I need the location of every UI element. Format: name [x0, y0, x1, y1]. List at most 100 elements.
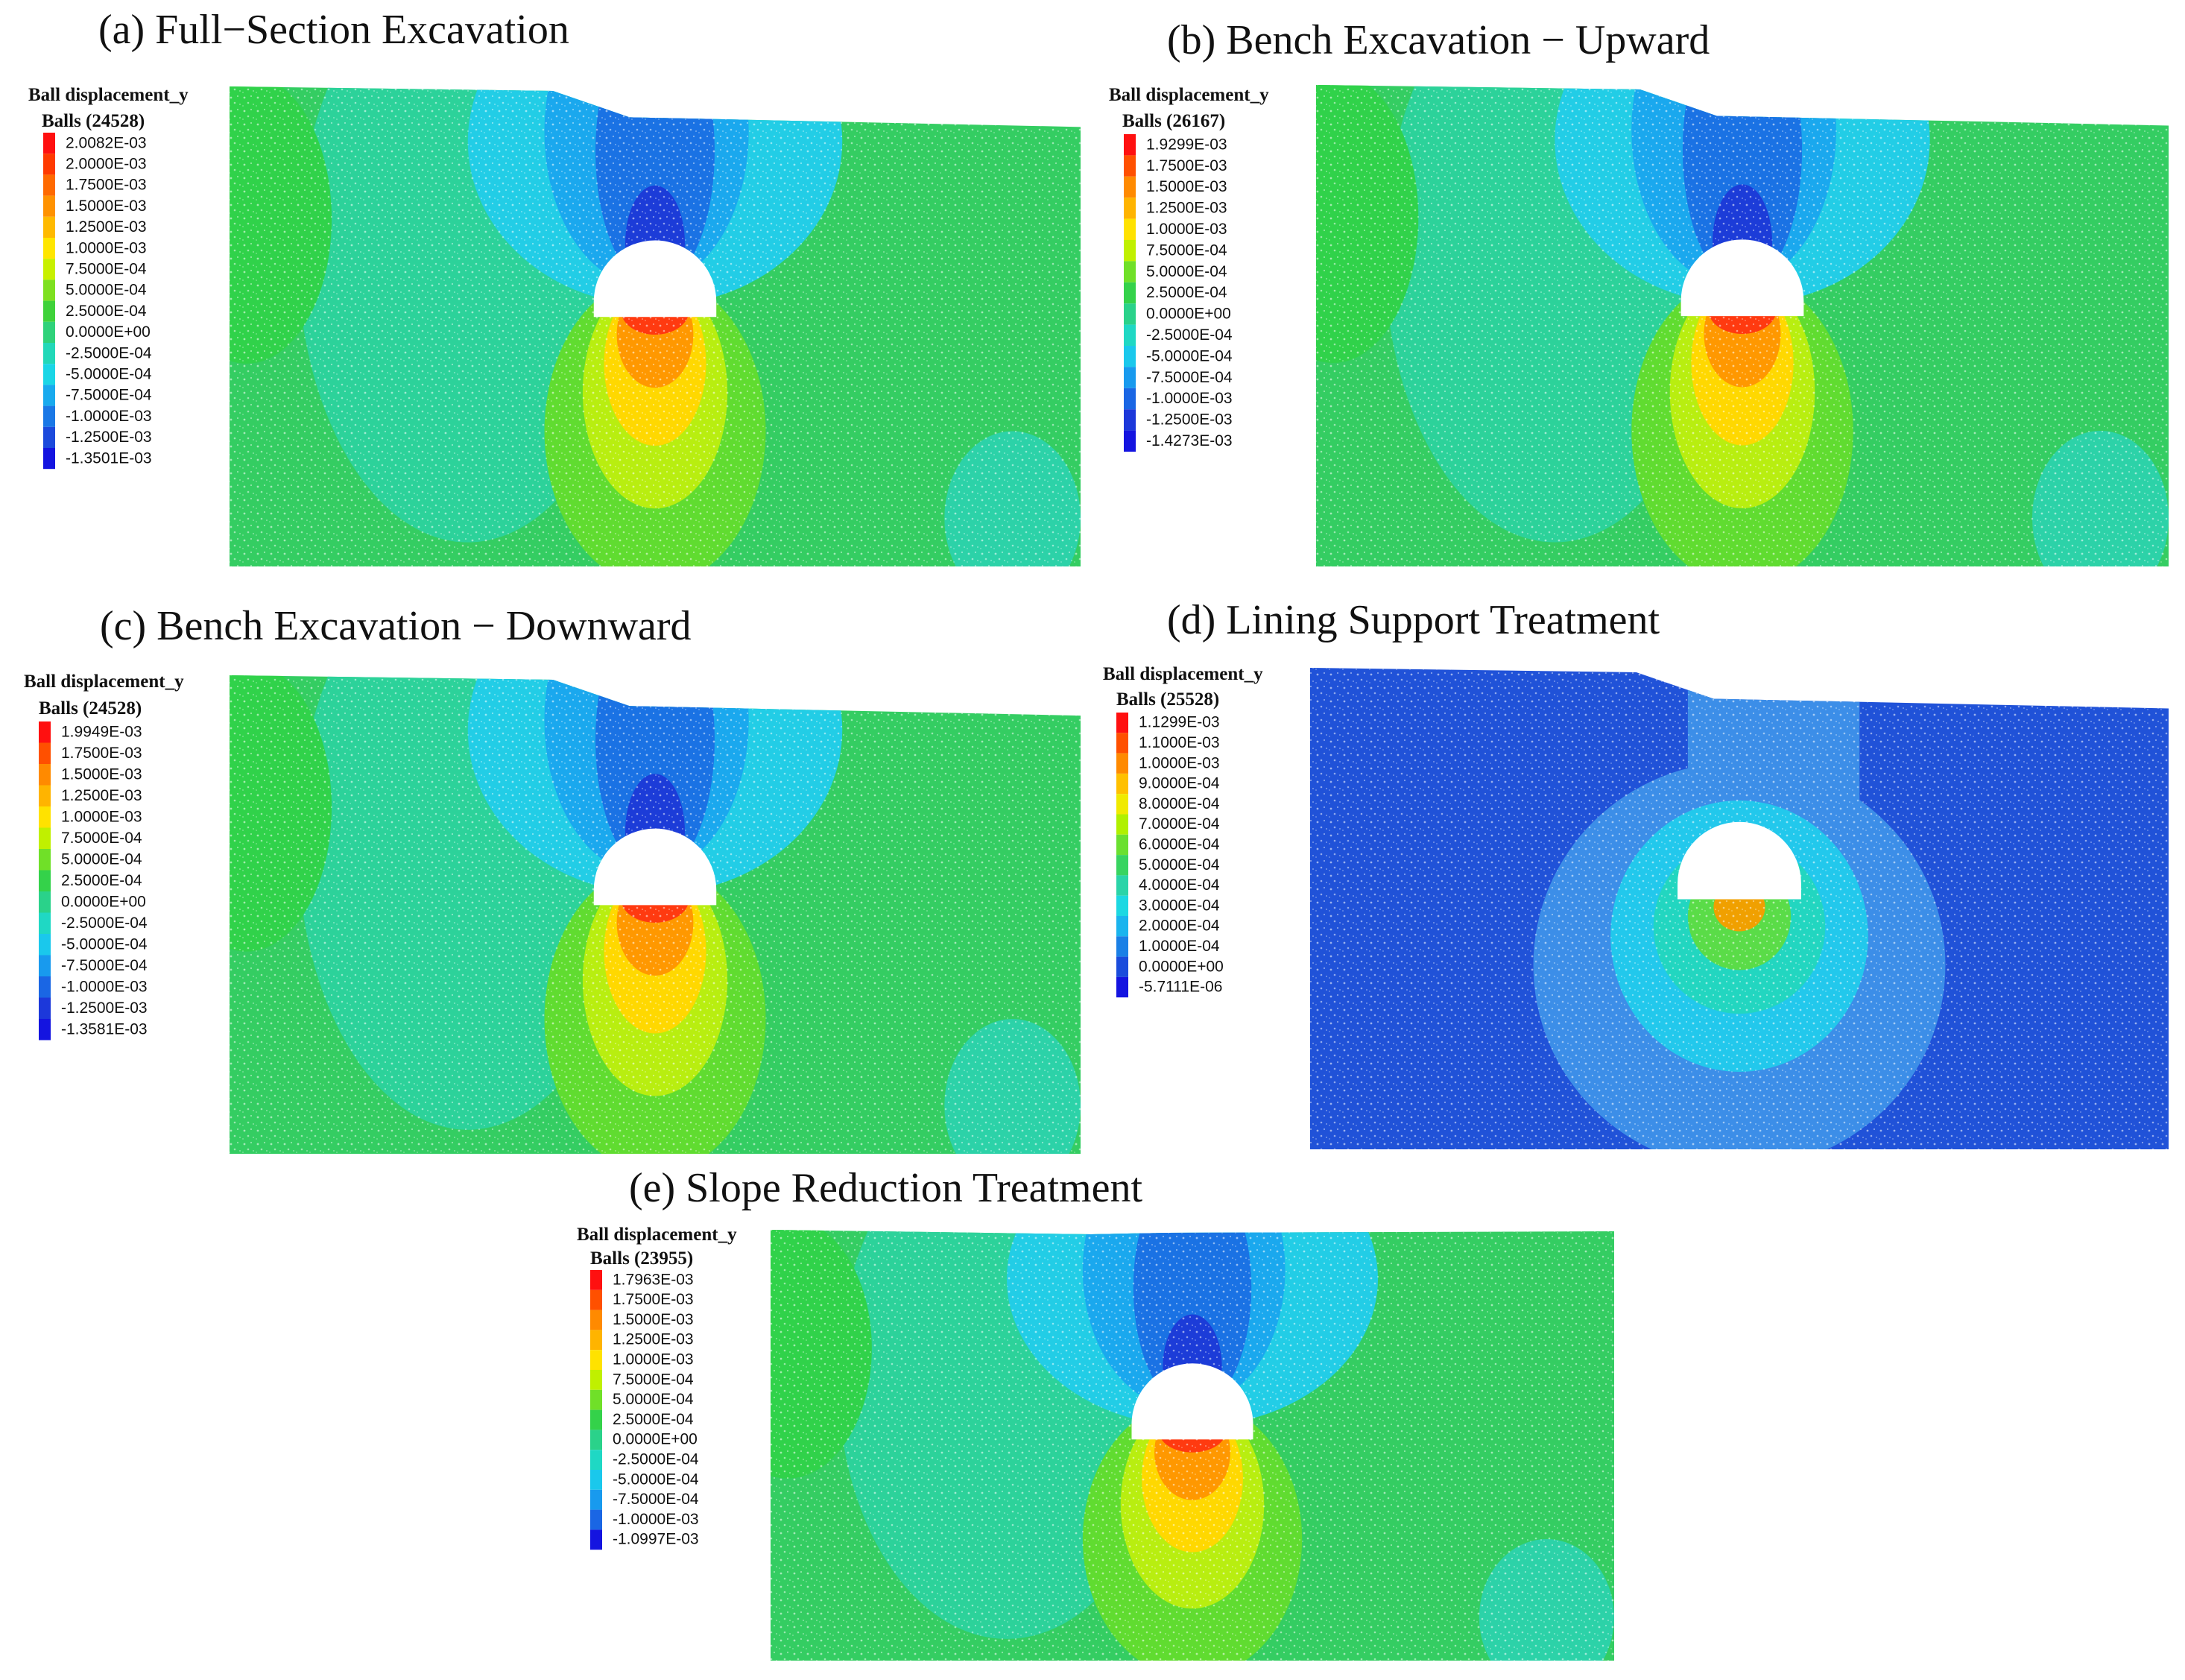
legend-swatch: [43, 280, 55, 301]
legend-swatch: [43, 174, 55, 196]
legend-swatch: [43, 216, 55, 238]
legend-label: -1.3581E-03: [61, 1021, 148, 1038]
legend-swatch: [590, 1289, 602, 1310]
contour-field: [230, 86, 1081, 566]
legend-swatch: [39, 891, 51, 913]
panel-e-legend: Ball displacement_y Balls (23955) 1.7963…: [577, 1225, 737, 1550]
legend-label: 7.0000E-04: [1139, 815, 1220, 833]
legend-label: -1.2500E-03: [66, 429, 152, 446]
particle-texture: [771, 1230, 1614, 1661]
panel-e-plot: [771, 1230, 1614, 1661]
panel-b-legend-items: 1.9299E-03 1.7500E-03 1.5000E-03 1.2500E-03…: [1124, 134, 1233, 452]
legend-label: 1.0000E-03: [66, 239, 147, 256]
legend-swatch: [1116, 834, 1128, 856]
legend-label: -1.0997E-03: [613, 1531, 699, 1548]
legend-swatch: [590, 1409, 602, 1430]
panel-e-title: (e) Slope Reduction Treatment: [629, 1165, 1142, 1211]
tunnel-opening: [1678, 821, 1801, 900]
legend-label: 7.5000E-04: [1146, 241, 1227, 259]
legend-label: 2.0000E-04: [1139, 918, 1220, 935]
legend-swatch: [1124, 388, 1136, 410]
legend-label: 1.5000E-03: [66, 198, 147, 215]
legend-swatch: [43, 364, 55, 385]
legend-swatch: [39, 764, 51, 786]
legend-swatch: [1116, 753, 1128, 774]
tunnel-opening: [1680, 239, 1804, 317]
panel-c-plot: [230, 675, 1081, 1154]
panel-a-legend-subtitle: Balls (24528): [42, 111, 145, 131]
legend-swatch: [43, 405, 55, 427]
legend-label: -1.4273E-03: [1146, 432, 1233, 449]
legend-label: 1.7500E-03: [61, 745, 142, 762]
legend-label: -7.5000E-04: [1146, 369, 1233, 386]
legend-label: -7.5000E-04: [61, 957, 148, 974]
legend-label: 1.2500E-03: [66, 218, 147, 236]
panel-d-plot: [1310, 668, 2169, 1149]
legend-swatch: [39, 827, 51, 849]
legend-swatch: [590, 1489, 602, 1510]
legend-swatch: [39, 870, 51, 891]
legend-label: 0.0000E+00: [613, 1431, 698, 1448]
particle-texture: [1310, 668, 2169, 1149]
legend-label: 0.0000E+00: [1139, 958, 1224, 975]
legend-swatch: [43, 238, 55, 259]
panel-e-legend-title: Ball displacement_y: [577, 1225, 737, 1245]
legend-swatch: [590, 1310, 602, 1330]
legend-swatch: [1124, 430, 1136, 452]
legend-swatch: [39, 742, 51, 764]
legend-swatch: [1124, 218, 1136, 240]
legend-label: -1.0000E-03: [1146, 390, 1233, 407]
panel-e: (e) Slope Reduction Treatment Ball displ…: [577, 1165, 1614, 1661]
panel-b: (b) Bench Excavation − Upward Ball displ…: [1109, 17, 2169, 566]
panel-b-legend-title: Ball displacement_y: [1109, 85, 1269, 105]
legend-swatch: [590, 1330, 602, 1351]
legend-label: -1.2500E-03: [61, 1000, 148, 1017]
legend-swatch: [39, 806, 51, 828]
legend-label: 5.0000E-04: [66, 282, 147, 299]
panel-c-title: (c) Bench Excavation − Downward: [100, 603, 692, 649]
panel-d-title: (d) Lining Support Treatment: [1167, 597, 1660, 643]
legend-label: -1.0000E-03: [613, 1511, 699, 1528]
legend-label: 0.0000E+00: [61, 894, 146, 911]
legend-swatch: [39, 912, 51, 934]
legend-label: 5.0000E-04: [613, 1391, 694, 1408]
legend-swatch: [1124, 134, 1136, 156]
legend-swatch: [43, 195, 55, 217]
legend-label: 1.9299E-03: [1146, 136, 1227, 153]
legend-swatch: [1124, 409, 1136, 431]
panel-c-legend-title: Ball displacement_y: [24, 672, 184, 692]
panel-c-legend: Ball displacement_y Balls (24528) 1.9949…: [24, 672, 184, 1040]
particle-texture: [230, 86, 1081, 566]
legend-label: 1.1000E-03: [1139, 734, 1220, 751]
legend-swatch: [1116, 936, 1128, 957]
legend-swatch: [1124, 303, 1136, 325]
panel-b-plot: [1316, 85, 2169, 566]
legend-label: -7.5000E-04: [66, 387, 152, 404]
legend-swatch: [39, 955, 51, 976]
legend-label: 1.7500E-03: [613, 1291, 694, 1308]
legend-swatch: [43, 426, 55, 448]
particle-texture: [230, 675, 1081, 1154]
legend-swatch: [1116, 916, 1128, 937]
legend-label: 1.9949E-03: [61, 724, 142, 741]
legend-swatch: [1124, 155, 1136, 177]
legend-label: -1.3501E-03: [66, 449, 152, 467]
legend-label: 2.5000E-04: [1146, 284, 1227, 301]
legend-label: -1.2500E-03: [1146, 411, 1233, 429]
panel-b-title: (b) Bench Excavation − Upward: [1167, 17, 1710, 63]
legend-swatch: [43, 448, 55, 470]
contour-field: [1316, 85, 2169, 566]
legend-swatch: [1124, 240, 1136, 262]
legend-swatch: [43, 385, 55, 406]
legend-label: -5.0000E-04: [61, 936, 148, 953]
legend-swatch: [1124, 282, 1136, 304]
legend-swatch: [39, 976, 51, 998]
legend-swatch: [1116, 976, 1128, 998]
legend-swatch: [43, 321, 55, 343]
panel-c-legend-items: 1.9949E-03 1.7500E-03 1.5000E-03 1.2500E-03…: [39, 721, 148, 1040]
legend-swatch: [590, 1350, 602, 1370]
legend-swatch: [1116, 713, 1128, 733]
legend-swatch: [1116, 733, 1128, 754]
legend-swatch: [1116, 956, 1128, 977]
panel-c-legend-subtitle: Balls (24528): [39, 698, 142, 719]
